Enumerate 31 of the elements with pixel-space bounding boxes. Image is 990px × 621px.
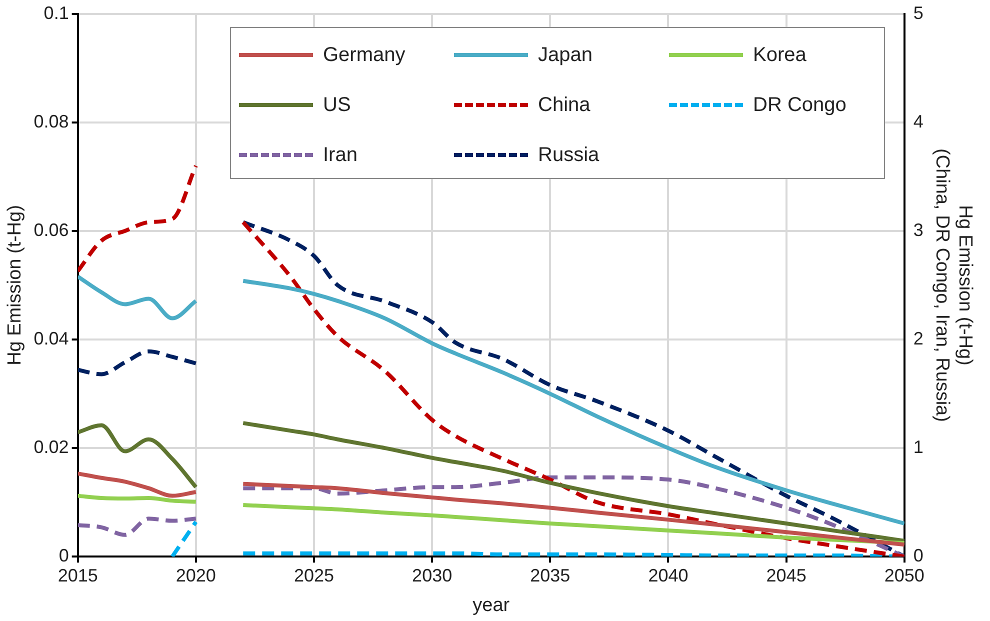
- legend-label: China: [538, 94, 590, 116]
- y-tick-label: 0.02: [34, 437, 69, 458]
- x-tick-label: 2025: [294, 565, 334, 586]
- y-tick-label: 0.1: [44, 2, 69, 23]
- x-tick-label: 2030: [412, 565, 452, 586]
- y-axis-title: Hg Emission (t-Hg): [4, 204, 26, 366]
- x-tick-label: 2035: [530, 565, 570, 586]
- y-tick-label: 0.06: [34, 220, 69, 240]
- y2-tick-label: 2: [913, 328, 924, 348]
- y-tick-label: 0: [58, 546, 69, 566]
- x-tick-label: 2015: [58, 565, 98, 586]
- y2-tick-label: 5: [913, 2, 924, 23]
- y2-tick-label: 3: [913, 220, 924, 240]
- y-tick-label: 0.08: [34, 111, 69, 132]
- legend-label: Iran: [323, 144, 358, 166]
- x-tick-label: 2020: [176, 565, 216, 586]
- x-tick-label: 2045: [766, 565, 806, 586]
- legend-label: Germany: [323, 44, 406, 66]
- y2-tick-label: 0: [913, 546, 924, 566]
- x-tick-label: 2040: [648, 565, 688, 586]
- y-tick-label: 0.04: [34, 328, 69, 348]
- legend-label: DR Congo: [753, 94, 846, 116]
- legend-label: US: [323, 94, 351, 116]
- y2-tick-label: 4: [913, 111, 924, 132]
- x-axis-title: year: [472, 594, 510, 616]
- y2-axis-title: Hg Emission (t-Hg) (China, DR Congo, Iran, Russia): [932, 148, 976, 422]
- y2-tick-label: 1: [913, 437, 924, 458]
- legend-label: Russia: [538, 144, 600, 166]
- legend-label: Korea: [753, 44, 806, 66]
- legend-label: Japan: [538, 44, 592, 66]
- x-tick-label: 2050: [884, 565, 924, 586]
